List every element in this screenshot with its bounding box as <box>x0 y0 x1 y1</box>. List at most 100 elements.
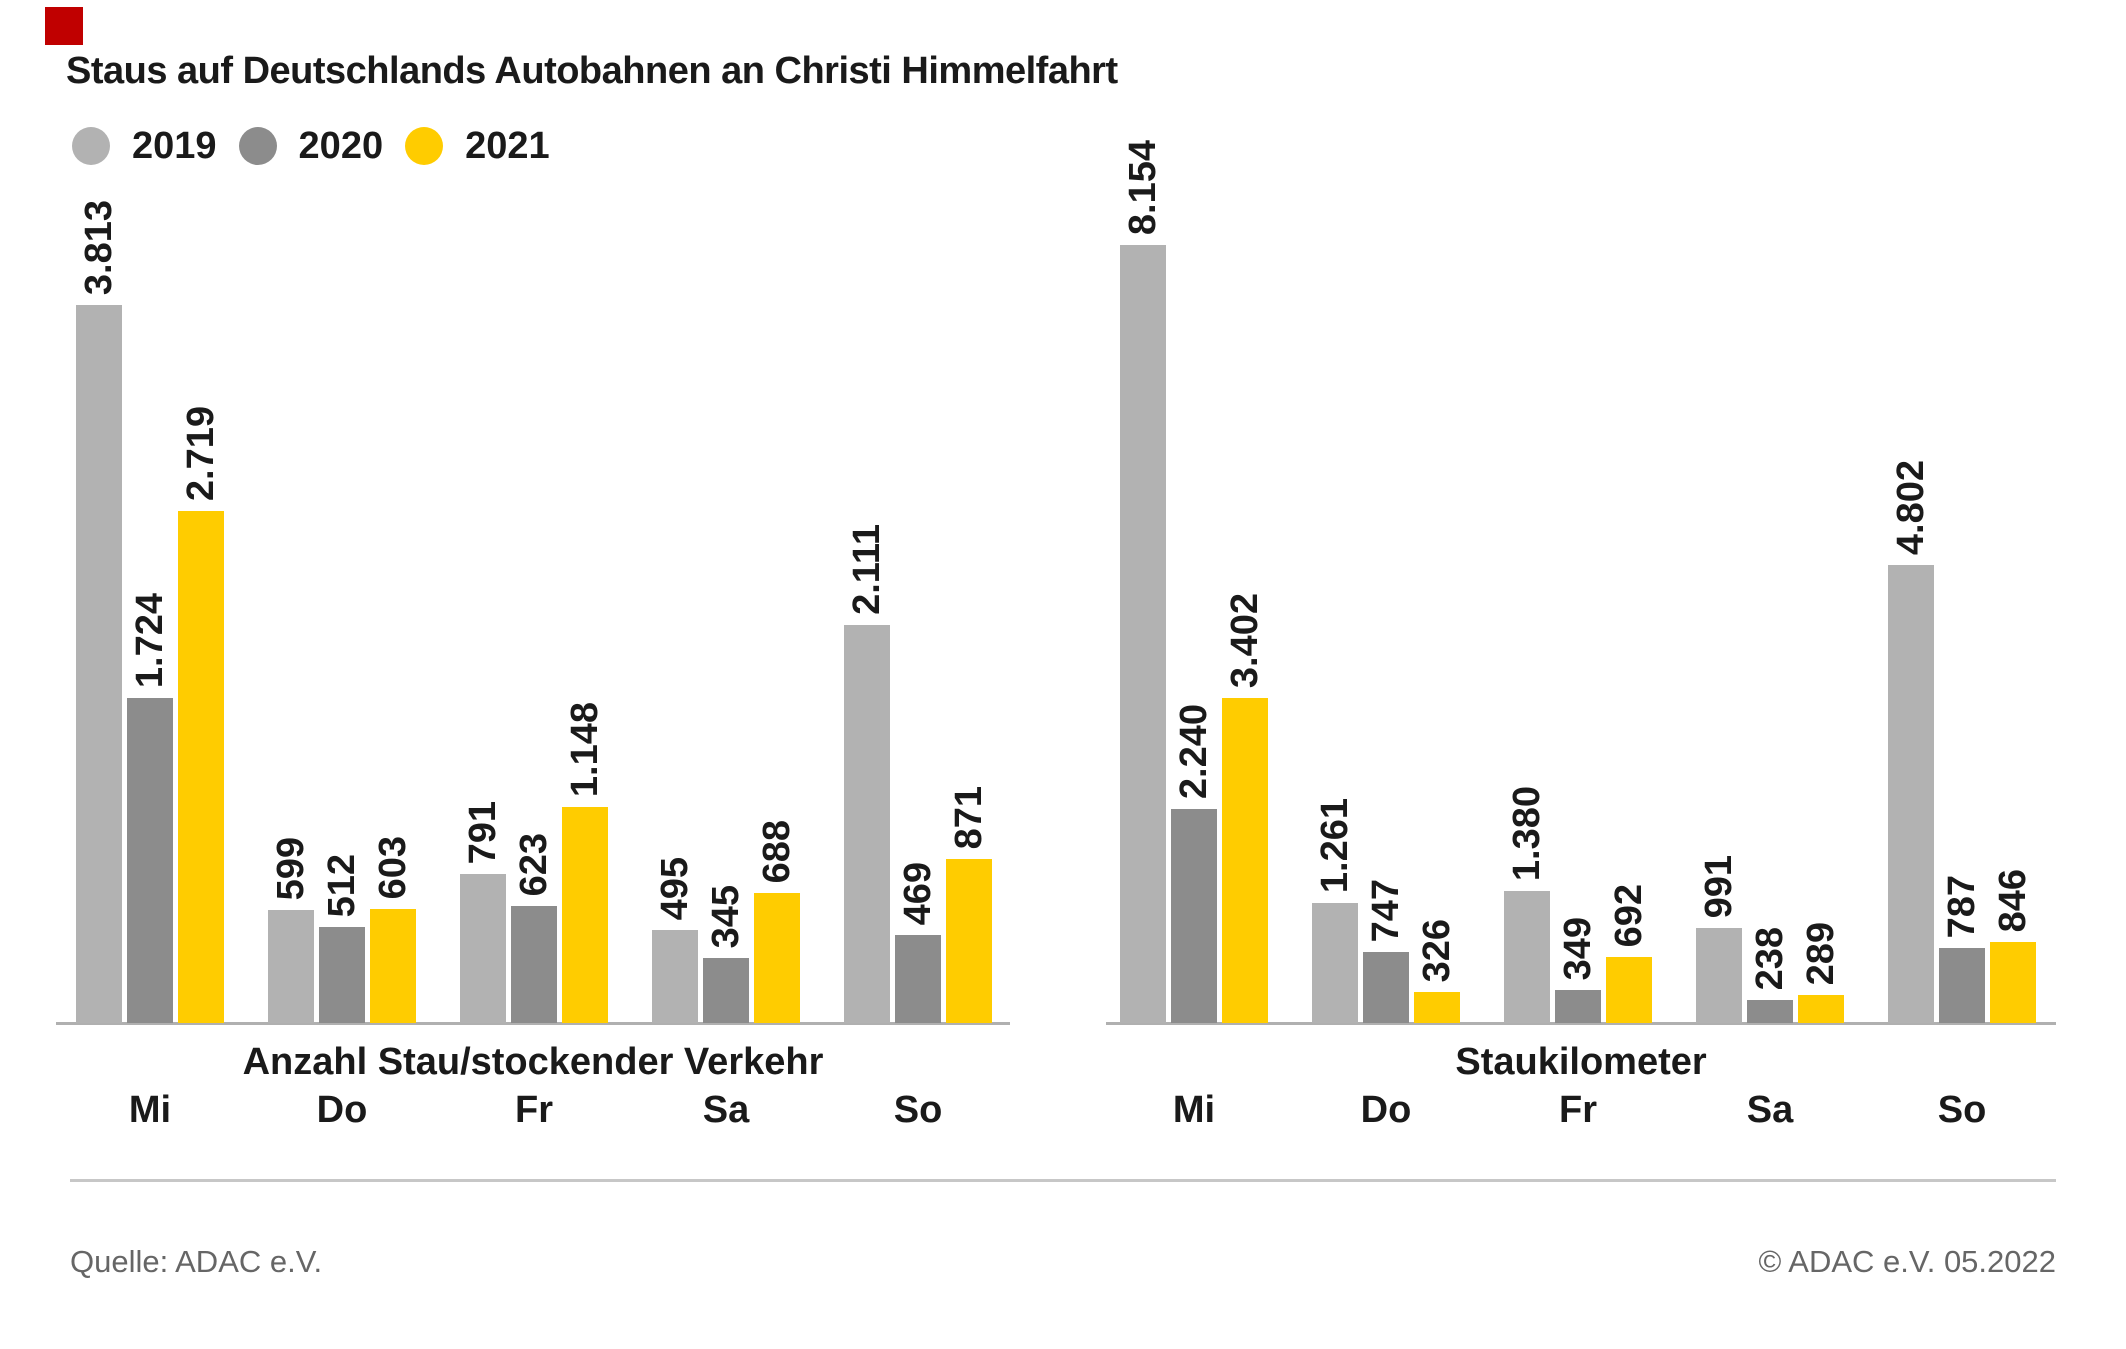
legend-dot-2019-icon <box>72 127 110 165</box>
bar-col-2019-mi: 3.813 <box>76 200 122 1023</box>
source-text: Quelle: ADAC e.V. <box>70 1244 323 1279</box>
value-label-2020-do: 512 <box>321 853 363 917</box>
bar-col-2020-so: 469 <box>895 862 941 1023</box>
x-tick-fr: Fr <box>1559 1089 1597 1131</box>
bar-col-2021-so: 871 <box>946 786 992 1023</box>
bar-2021-fr <box>1606 957 1652 1023</box>
bar-2020-do <box>319 927 365 1023</box>
bar-2019-fr <box>460 874 506 1023</box>
value-label-2019-mi: 3.813 <box>78 199 120 295</box>
value-label-2021-mi: 2.719 <box>180 405 222 501</box>
value-label-2021-sa: 289 <box>1800 921 1842 985</box>
x-tick-so: So <box>893 1089 943 1131</box>
bar-2019-do <box>268 910 314 1023</box>
bar-col-2021-mi: 3.402 <box>1222 593 1268 1023</box>
bar-col-2019-sa: 495 <box>652 857 698 1023</box>
x-tick-sa: Sa <box>702 1089 750 1131</box>
bar-col-2021-sa: 289 <box>1798 922 1844 1023</box>
red-square-marker <box>45 7 83 45</box>
bar-group-fr: 791 623 1.148 <box>460 702 608 1023</box>
bar-group-so: 2.111 469 871 <box>844 524 992 1023</box>
value-label-2021-so: 871 <box>948 785 990 849</box>
x-axis-line-right <box>1106 1022 2056 1025</box>
bar-2021-sa <box>754 893 800 1023</box>
bar-group-do: 599 512 603 <box>268 836 416 1023</box>
legend: 2019 2020 2021 <box>72 127 550 165</box>
bar-2019-sa <box>652 930 698 1023</box>
bar-2021-fr <box>562 807 608 1023</box>
bar-col-2020-mi: 2.240 <box>1171 704 1217 1023</box>
bar-col-2020-sa: 345 <box>703 885 749 1023</box>
bar-2021-mi <box>1222 698 1268 1023</box>
x-axis-line-left <box>56 1022 1010 1025</box>
x-tick-so: So <box>1937 1089 1987 1131</box>
bar-group-sa: 495 345 688 <box>652 820 800 1023</box>
value-label-2020-sa: 345 <box>705 884 747 948</box>
x-tick-sa: Sa <box>1746 1089 1794 1131</box>
copyright-text: © ADAC e.V. 05.2022 <box>1758 1244 2056 1279</box>
x-tick-do: Do <box>316 1089 368 1131</box>
value-label-2021-do: 326 <box>1416 918 1458 982</box>
bar-2020-fr <box>1555 990 1601 1023</box>
bar-col-2021-sa: 688 <box>754 820 800 1023</box>
value-label-2021-mi: 3.402 <box>1224 592 1266 688</box>
bar-col-2019-fr: 1.380 <box>1504 786 1550 1023</box>
legend-label-2019: 2019 <box>132 125 217 167</box>
legend-item-2021: 2021 <box>405 127 550 165</box>
value-label-2020-fr: 623 <box>513 832 555 896</box>
bar-2021-sa <box>1798 995 1844 1023</box>
bar-col-2021-do: 603 <box>370 836 416 1023</box>
bar-2020-fr <box>511 906 557 1023</box>
value-label-2019-do: 599 <box>270 836 312 900</box>
value-label-2020-so: 469 <box>897 861 939 925</box>
x-tick-fr: Fr <box>515 1089 553 1131</box>
value-label-2019-sa: 991 <box>1698 854 1740 918</box>
bar-2019-mi <box>76 305 122 1023</box>
bar-group-mi: 3.813 1.724 2.719 <box>76 200 224 1023</box>
bar-col-2021-do: 326 <box>1414 919 1460 1023</box>
bar-2020-mi <box>127 698 173 1023</box>
value-label-2020-so: 787 <box>1941 874 1983 938</box>
value-label-2019-sa: 495 <box>654 856 696 920</box>
bar-col-2019-sa: 991 <box>1696 855 1742 1023</box>
bar-2019-do <box>1312 903 1358 1023</box>
footer-divider <box>70 1179 2056 1182</box>
value-label-2019-do: 1.261 <box>1314 797 1356 893</box>
value-label-2019-fr: 1.380 <box>1506 785 1548 881</box>
bar-2020-sa <box>703 958 749 1023</box>
bar-2021-do <box>370 909 416 1023</box>
value-label-2020-sa: 238 <box>1749 926 1791 990</box>
bar-col-2020-fr: 349 <box>1555 917 1601 1023</box>
bar-2020-do <box>1363 952 1409 1023</box>
value-label-2021-fr: 1.148 <box>564 701 606 797</box>
x-tick-do: Do <box>1360 1089 1412 1131</box>
bar-col-2020-so: 787 <box>1939 875 1985 1023</box>
legend-label-2020: 2020 <box>298 125 384 167</box>
chart-staukilometer: Staukilometer 8.154 2.240 3.402 Mi 1.261 747 3… <box>1106 120 2056 1129</box>
bar-col-2021-mi: 2.719 <box>178 406 224 1023</box>
value-label-2021-sa: 688 <box>756 819 798 883</box>
bar-2021-so <box>946 859 992 1023</box>
bar-group-sa: 991 238 289 <box>1696 855 1844 1023</box>
legend-label-2021: 2021 <box>465 125 550 167</box>
bar-col-2019-so: 4.802 <box>1888 460 1934 1023</box>
bar-col-2021-so: 846 <box>1990 869 2036 1023</box>
x-tick-mi: Mi <box>1172 1089 1216 1131</box>
legend-item-2019: 2019 <box>72 127 217 165</box>
bar-2019-so <box>844 625 890 1023</box>
bar-col-2020-mi: 1.724 <box>127 593 173 1023</box>
bar-col-2020-fr: 623 <box>511 833 557 1023</box>
bar-2019-sa <box>1696 928 1742 1023</box>
legend-item-2020: 2020 <box>238 125 384 167</box>
axis-title-anzahl-stau: Anzahl Stau/stockender Verkehr <box>242 1041 824 1083</box>
bar-2019-mi <box>1120 245 1166 1023</box>
bar-2019-fr <box>1504 891 1550 1023</box>
value-label-2020-mi: 1.724 <box>129 592 171 688</box>
value-label-2020-fr: 349 <box>1557 916 1599 980</box>
bar-col-2021-fr: 692 <box>1606 884 1652 1023</box>
bar-2021-do <box>1414 992 1460 1023</box>
bar-2020-so <box>895 935 941 1023</box>
bar-group-so: 4.802 787 846 <box>1888 460 2036 1023</box>
legend-dot-2020-icon <box>238 127 277 165</box>
bar-col-2020-do: 747 <box>1363 879 1409 1023</box>
